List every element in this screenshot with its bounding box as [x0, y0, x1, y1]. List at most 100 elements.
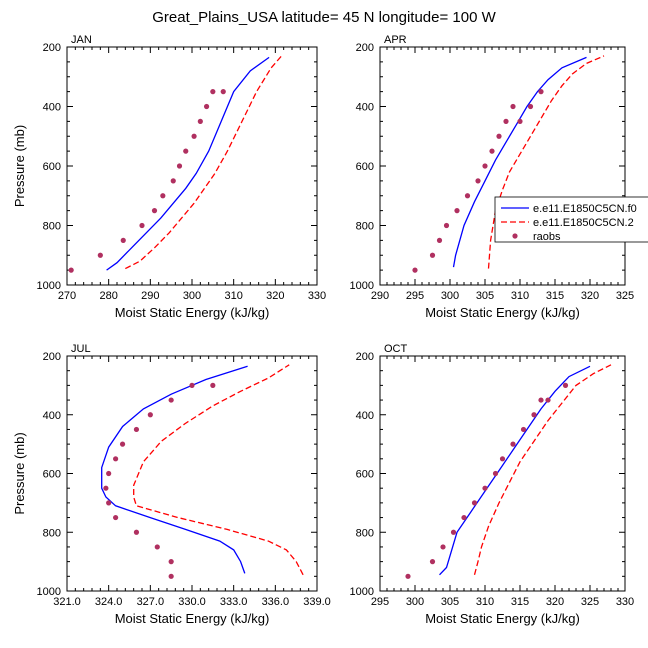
- raobs-point: [183, 148, 189, 154]
- series-line-dashed: [125, 55, 283, 270]
- x-tick-label: 300: [183, 290, 201, 302]
- panel-label: APR: [384, 34, 407, 46]
- raobs-point: [168, 397, 174, 403]
- y-tick-label: 400: [43, 102, 61, 114]
- x-tick-label: 315: [546, 290, 564, 302]
- x-tick-label: 325: [581, 596, 599, 608]
- plot-frame: [66, 355, 318, 592]
- panel-label: JAN: [71, 34, 92, 46]
- y-tick-label: 800: [43, 221, 61, 233]
- x-tick-label: 325: [616, 290, 634, 302]
- plot-area: [405, 364, 612, 579]
- x-tick-label: 290: [371, 290, 389, 302]
- x-tick-label: 305: [441, 596, 459, 608]
- raobs-point: [120, 237, 126, 243]
- raobs-point: [520, 426, 527, 433]
- series-line-solid: [101, 365, 248, 574]
- raobs-point: [68, 267, 74, 273]
- raobs-point: [133, 426, 140, 433]
- series-line-dashed: [133, 364, 304, 576]
- x-tick-label: 295: [406, 290, 424, 302]
- y-tick-label: 200: [356, 351, 374, 363]
- x-tick-label: 300: [441, 290, 459, 302]
- x-tick-label: 290: [141, 290, 159, 302]
- raobs-point: [147, 412, 153, 418]
- x-tick-label: 333.0: [220, 596, 248, 608]
- series-line-dashed: [473, 364, 612, 575]
- raobs-point: [450, 529, 457, 535]
- x-axis-label: Moist Static Energy (kJ/kg): [425, 305, 580, 320]
- raobs-point: [151, 208, 158, 214]
- y-tick-label: 800: [356, 527, 374, 539]
- raobs-point: [220, 89, 226, 95]
- x-axis-label: Moist Static Energy (kJ/kg): [115, 611, 270, 626]
- raobs-point: [461, 514, 467, 521]
- x-tick-label: 320: [581, 290, 599, 302]
- raobs-point: [106, 500, 112, 506]
- y-tick-label: 1000: [350, 586, 374, 598]
- x-tick-label: 336.0: [262, 596, 290, 608]
- y-axis-label: Pressure (mb): [12, 432, 27, 514]
- y-tick-label: 800: [43, 527, 61, 539]
- series-line-solid: [452, 56, 587, 268]
- raobs-point: [464, 193, 471, 199]
- panel-label: OCT: [384, 343, 408, 355]
- raobs-point: [429, 252, 436, 258]
- raobs-point: [545, 397, 551, 403]
- y-tick-label: 400: [356, 410, 374, 422]
- x-tick-label: 310: [511, 290, 529, 302]
- plot-frame: [379, 46, 626, 286]
- raobs-point: [168, 573, 174, 579]
- raobs-point: [119, 441, 126, 447]
- raobs-point: [538, 89, 544, 95]
- raobs-point: [496, 133, 502, 139]
- x-tick-label: 339.0: [303, 596, 331, 608]
- raobs-point: [562, 382, 569, 388]
- x-tick-label: 320: [266, 290, 284, 302]
- x-tick-label: 270: [58, 290, 76, 302]
- raobs-point: [97, 252, 103, 258]
- raobs-point: [510, 103, 516, 110]
- x-tick-label: 321.0: [53, 596, 81, 608]
- raobs-point: [405, 573, 411, 579]
- raobs-point: [170, 178, 176, 184]
- plot-frame: [66, 46, 318, 286]
- raobs-point: [440, 544, 446, 550]
- raobs-point: [443, 222, 450, 229]
- x-axis-label: Moist Static Energy (kJ/kg): [115, 305, 270, 320]
- y-tick-label: 600: [356, 161, 374, 173]
- y-tick-label: 600: [43, 469, 61, 481]
- raobs-point: [489, 148, 495, 154]
- x-tick-label: 300: [406, 596, 424, 608]
- panel-jan: 270 280 290 300 310 320 330 200 400 600 800 1000 JAN…: [12, 34, 326, 320]
- x-tick-label: 295: [371, 596, 389, 608]
- x-tick-label: 320: [546, 596, 564, 608]
- legend: e.e11.E1850C5CN.f0 e.e11.E1850C5CN.2 raobs: [494, 196, 648, 243]
- raobs-point: [113, 514, 119, 521]
- plot-area: [68, 55, 283, 273]
- raobs-point: [189, 382, 195, 388]
- x-tick-label: 280: [99, 290, 117, 302]
- raobs-point: [154, 544, 160, 550]
- legend-marker-dot: [512, 233, 518, 239]
- y-tick-label: 400: [43, 410, 61, 422]
- raobs-point: [133, 529, 140, 535]
- raobs-point: [139, 222, 145, 229]
- raobs-point: [492, 470, 499, 477]
- raobs-point: [103, 485, 109, 491]
- series-line-solid: [439, 365, 591, 576]
- raobs-point: [436, 237, 443, 243]
- raobs-point: [191, 133, 197, 139]
- x-tick-label: 330: [308, 290, 326, 302]
- x-tick-label: 305: [476, 290, 494, 302]
- x-tick-label: 330.0: [178, 596, 206, 608]
- panel-jul: 321.0 324.0 327.0 330.0 333.0 336.0 339.0 200 40…: [12, 343, 331, 626]
- raobs-point: [538, 397, 544, 403]
- raobs-point: [475, 178, 481, 184]
- plot-area: [101, 364, 304, 579]
- y-tick-label: 600: [43, 161, 61, 173]
- y-axis-label: Pressure (mb): [12, 125, 27, 207]
- x-tick-label: 315: [511, 596, 529, 608]
- x-tick-label: 324.0: [95, 596, 123, 608]
- raobs-point: [203, 103, 210, 110]
